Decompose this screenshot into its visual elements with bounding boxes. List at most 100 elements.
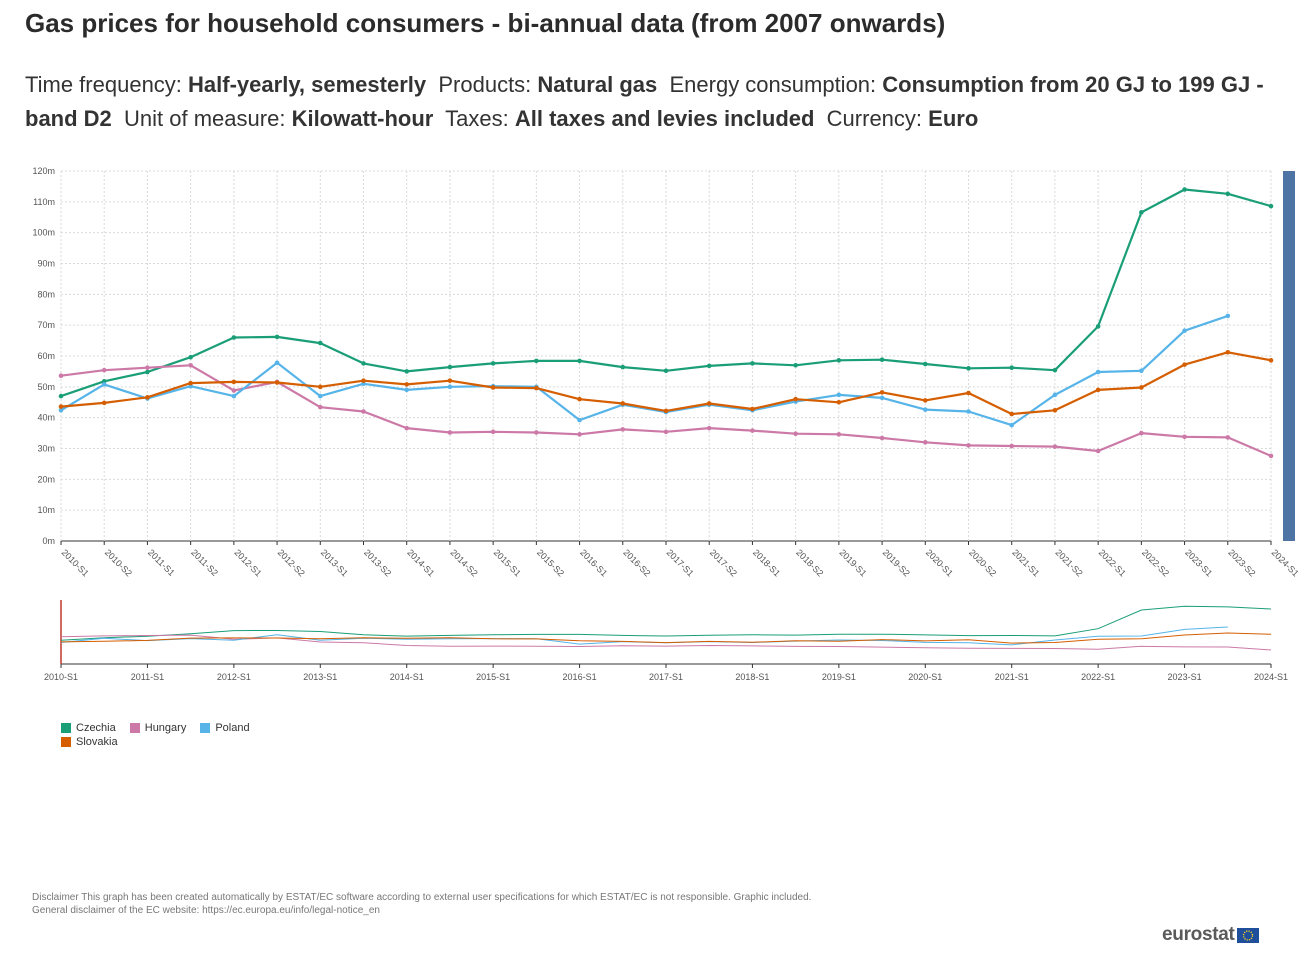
data-point-hungary[interactable] [1052, 444, 1058, 449]
data-point-poland[interactable] [447, 384, 453, 390]
data-point-hungary[interactable] [534, 430, 539, 435]
data-point-poland[interactable] [1009, 422, 1015, 428]
data-point-hungary[interactable] [145, 365, 150, 371]
data-point-poland[interactable] [966, 409, 971, 414]
data-point-czechia[interactable] [447, 364, 453, 370]
data-point-czechia[interactable] [966, 366, 971, 371]
data-point-hungary[interactable] [879, 435, 885, 441]
data-point-slovakia[interactable] [836, 399, 842, 405]
data-point-czechia[interactable] [145, 369, 150, 375]
data-point-czechia[interactable] [274, 334, 280, 340]
data-point-czechia[interactable] [1268, 203, 1274, 209]
data-point-slovakia[interactable] [447, 378, 453, 383]
data-point-slovakia[interactable] [793, 396, 798, 402]
data-point-hungary[interactable] [836, 432, 842, 437]
data-point-slovakia[interactable] [1182, 362, 1187, 367]
data-point-czechia[interactable] [1095, 324, 1101, 329]
data-point-czechia[interactable] [1009, 365, 1015, 371]
data-point-hungary[interactable] [58, 373, 64, 379]
data-point-slovakia[interactable] [750, 406, 755, 412]
data-point-hungary[interactable] [447, 430, 453, 435]
data-point-hungary[interactable] [663, 429, 669, 435]
data-point-slovakia[interactable] [188, 380, 193, 386]
data-point-czechia[interactable] [1139, 210, 1144, 215]
data-point-slovakia[interactable] [1268, 358, 1274, 363]
data-point-slovakia[interactable] [534, 385, 539, 391]
data-point-slovakia[interactable] [317, 384, 323, 390]
data-point-slovakia[interactable] [1139, 385, 1144, 390]
data-point-poland[interactable] [879, 395, 885, 401]
data-point-hungary[interactable] [490, 429, 496, 435]
data-point-czechia[interactable] [879, 357, 885, 363]
data-point-czechia[interactable] [361, 361, 366, 366]
data-point-hungary[interactable] [1225, 435, 1231, 440]
data-point-poland[interactable] [1225, 313, 1231, 319]
data-point-slovakia[interactable] [663, 408, 669, 414]
data-point-czechia[interactable] [404, 369, 410, 374]
data-point-hungary[interactable] [101, 367, 107, 373]
vertical-scrollbar[interactable] [1283, 171, 1295, 541]
data-point-hungary[interactable] [750, 428, 755, 433]
data-point-czechia[interactable] [58, 393, 64, 399]
data-point-slovakia[interactable] [922, 398, 928, 403]
data-point-poland[interactable] [317, 393, 323, 399]
data-point-czechia[interactable] [490, 361, 496, 366]
data-point-slovakia[interactable] [879, 390, 885, 395]
data-point-czechia[interactable] [577, 358, 582, 364]
data-point-czechia[interactable] [317, 340, 323, 346]
legend-item-slovakia[interactable]: Slovakia [61, 736, 118, 748]
data-point-poland[interactable] [58, 407, 64, 413]
data-point-poland[interactable] [1182, 328, 1187, 334]
data-point-czechia[interactable] [1182, 187, 1187, 192]
data-point-czechia[interactable] [706, 363, 712, 369]
data-point-hungary[interactable] [1139, 430, 1144, 436]
data-point-slovakia[interactable] [1225, 350, 1231, 355]
data-point-poland[interactable] [274, 360, 280, 366]
data-point-hungary[interactable] [793, 431, 798, 437]
data-point-slovakia[interactable] [490, 385, 496, 390]
data-point-czechia[interactable] [1052, 367, 1058, 373]
data-point-czechia[interactable] [922, 361, 928, 367]
legend-item-czechia[interactable]: Czechia [61, 722, 116, 734]
data-point-slovakia[interactable] [101, 400, 107, 406]
legend-item-hungary[interactable]: Hungary [129, 722, 186, 734]
data-point-poland[interactable] [1052, 392, 1058, 398]
data-point-poland[interactable] [1139, 368, 1144, 374]
data-point-czechia[interactable] [534, 358, 539, 364]
data-point-hungary[interactable] [231, 388, 237, 393]
data-point-hungary[interactable] [966, 443, 971, 448]
data-point-hungary[interactable] [620, 427, 626, 432]
data-point-czechia[interactable] [836, 358, 842, 363]
data-point-slovakia[interactable] [1095, 387, 1101, 393]
data-point-slovakia[interactable] [1052, 407, 1058, 413]
data-point-slovakia[interactable] [58, 404, 64, 409]
legend-item-poland[interactable]: Poland [200, 722, 250, 734]
data-point-czechia[interactable] [1225, 191, 1231, 197]
data-point-slovakia[interactable] [274, 380, 280, 385]
data-point-slovakia[interactable] [145, 395, 150, 400]
data-point-slovakia[interactable] [361, 378, 366, 383]
data-point-hungary[interactable] [922, 440, 928, 445]
data-point-poland[interactable] [577, 417, 582, 423]
data-point-czechia[interactable] [793, 362, 798, 368]
data-point-hungary[interactable] [1182, 434, 1187, 440]
data-point-slovakia[interactable] [966, 390, 971, 396]
data-point-hungary[interactable] [188, 362, 193, 368]
data-point-poland[interactable] [404, 387, 410, 393]
data-point-czechia[interactable] [231, 335, 237, 340]
data-point-hungary[interactable] [404, 425, 410, 431]
data-point-poland[interactable] [231, 393, 237, 399]
navigator-chart[interactable] [60, 600, 1272, 668]
data-point-hungary[interactable] [1268, 453, 1274, 459]
data-point-slovakia[interactable] [620, 401, 626, 406]
data-point-hungary[interactable] [577, 432, 582, 437]
data-point-poland[interactable] [101, 382, 107, 387]
data-point-hungary[interactable] [1095, 448, 1101, 454]
data-point-hungary[interactable] [317, 404, 323, 410]
data-point-slovakia[interactable] [231, 379, 237, 385]
data-point-czechia[interactable] [188, 354, 193, 360]
data-point-slovakia[interactable] [404, 382, 410, 387]
data-point-slovakia[interactable] [1009, 411, 1015, 417]
data-point-poland[interactable] [1095, 369, 1101, 375]
data-point-poland[interactable] [922, 407, 928, 412]
